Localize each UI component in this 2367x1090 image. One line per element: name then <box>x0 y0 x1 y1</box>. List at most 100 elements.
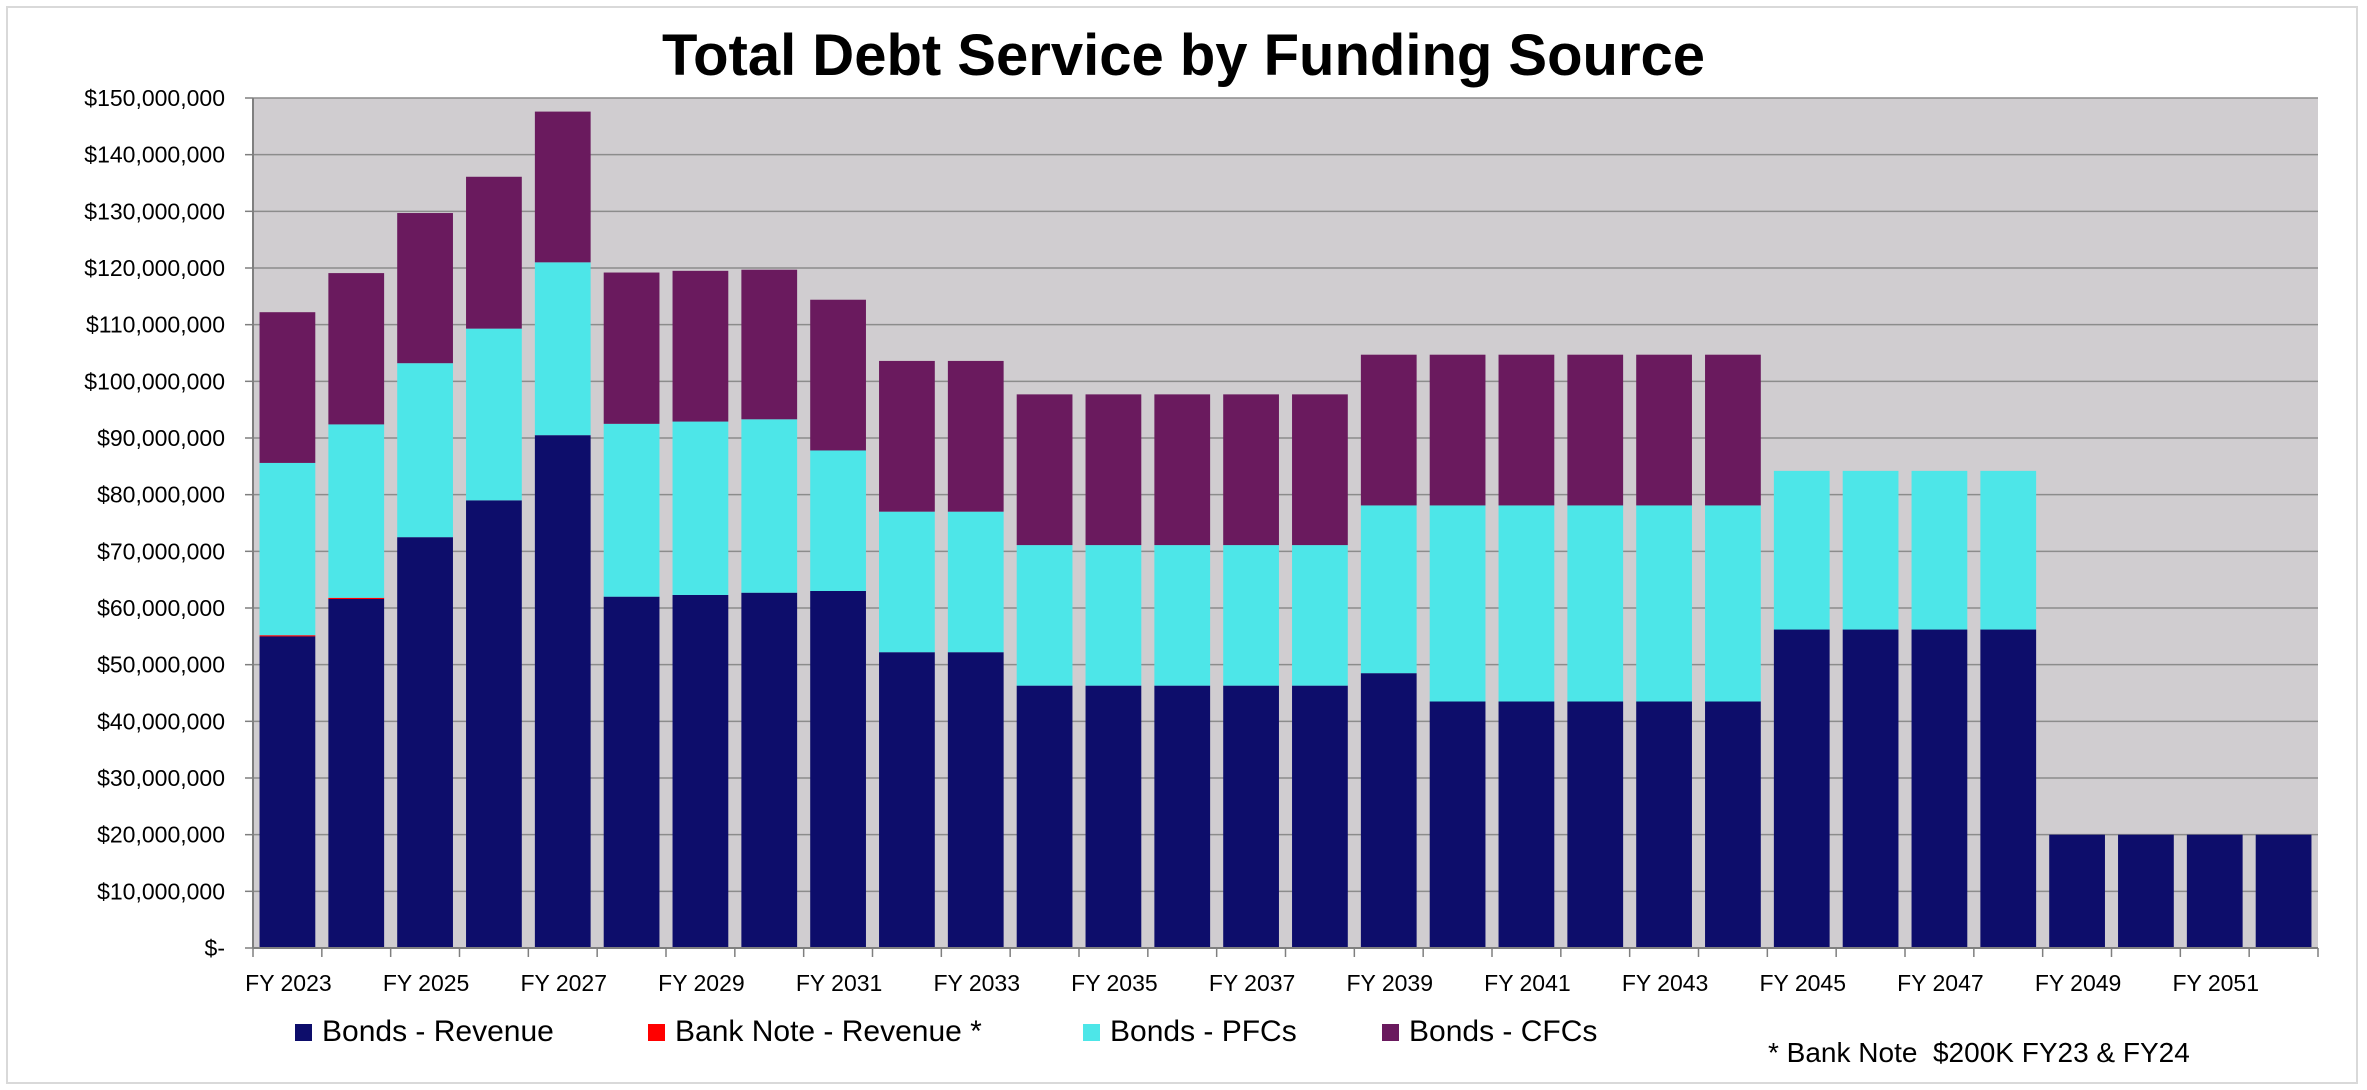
bar-segment-bonds-revenue-fy-2028 <box>603 596 660 948</box>
y-tick-label: $140,000,000 <box>84 142 225 168</box>
bar-segment-bonds-pfcs-fy-2031 <box>810 450 866 591</box>
x-tick-label: FY 2031 <box>796 970 883 996</box>
bar-segment-bonds-revenue-fy-2040 <box>1429 701 1486 948</box>
bar-segment-bonds-pfcs-fy-2043 <box>1636 505 1692 702</box>
bar-segment-bonds-revenue-fy-2024 <box>328 598 385 948</box>
bar-segment-bonds-cfcs-fy-2032 <box>879 360 935 512</box>
bar-segment-bonds-cfcs-fy-2036 <box>1154 394 1211 546</box>
bar-segment-bonds-revenue-fy-2034 <box>1016 685 1073 948</box>
bar-segment-bonds-pfcs-fy-2023 <box>259 462 316 636</box>
bar-segment-bonds-revenue-fy-2046 <box>1842 629 1899 948</box>
bar-segment-bank-note-revenue-fy-2024 <box>328 597 385 599</box>
bar-segment-bonds-revenue-fy-2029 <box>672 594 729 948</box>
gridlines <box>253 97 2318 893</box>
bar-segment-bonds-cfcs-fy-2038 <box>1292 394 1348 546</box>
y-tick-label: $20,000,000 <box>97 822 225 848</box>
chart-title: Total Debt Service by Funding Source <box>661 23 1706 88</box>
bar-segment-bonds-revenue-fy-2052 <box>2255 834 2312 948</box>
bar-segment-bonds-cfcs-fy-2027 <box>534 111 591 263</box>
legend-item-bonds-pfcs: Bonds - PFCs <box>1083 1015 1297 1049</box>
x-tick-label: FY 2051 <box>2172 970 2259 996</box>
y-tick-label: $- <box>205 935 225 961</box>
bar-segment-bonds-pfcs-fy-2028 <box>603 423 660 597</box>
bar-segment-bonds-revenue-fy-2041 <box>1498 701 1555 948</box>
bar-segment-bonds-cfcs-fy-2037 <box>1223 394 1279 546</box>
bar-segment-bonds-cfcs-fy-2026 <box>466 176 522 329</box>
bar-segment-bonds-pfcs-fy-2024 <box>328 424 385 598</box>
y-tick-label: $30,000,000 <box>97 765 225 791</box>
bar-segment-bonds-cfcs-fy-2028 <box>603 272 660 424</box>
y-tick-label: $150,000,000 <box>84 85 225 111</box>
bar-segment-bonds-revenue-fy-2023 <box>259 636 316 948</box>
bar-segment-bonds-pfcs-fy-2042 <box>1567 505 1624 702</box>
axes: $- $10,000,000 $20,000,000 $30,000,000 $40,0… <box>84 85 2319 996</box>
bar-segment-bonds-cfcs-fy-2041 <box>1498 354 1555 506</box>
legend-swatch-bonds-revenue <box>295 1023 312 1041</box>
bar-segment-bonds-cfcs-fy-2023 <box>259 312 316 463</box>
bar-segment-bonds-revenue-fy-2045 <box>1773 629 1830 948</box>
bar-segment-bonds-pfcs-fy-2041 <box>1498 505 1555 702</box>
bar-segment-bonds-revenue-fy-2044 <box>1705 701 1761 948</box>
x-tick-label: FY 2041 <box>1484 970 1571 996</box>
bar-segment-bonds-pfcs-fy-2026 <box>466 328 522 501</box>
bar-segment-bonds-pfcs-fy-2040 <box>1429 505 1486 702</box>
x-tick-label: FY 2039 <box>1346 970 1433 996</box>
plot-area <box>253 98 2318 948</box>
x-tick-label: FY 2047 <box>1897 970 1984 996</box>
bar-segment-bonds-revenue-fy-2033 <box>947 652 1004 948</box>
y-tick-label: $100,000,000 <box>84 368 225 394</box>
x-tick-label: FY 2029 <box>658 970 745 996</box>
bar-segment-bonds-pfcs-fy-2044 <box>1705 505 1761 702</box>
bar-segment-bonds-revenue-fy-2026 <box>466 500 522 948</box>
bar-segment-bonds-pfcs-fy-2033 <box>947 511 1004 653</box>
x-tick-label: FY 2043 <box>1622 970 1709 996</box>
bar-segment-bonds-cfcs-fy-2040 <box>1429 354 1486 506</box>
bar-segment-bonds-cfcs-fy-2042 <box>1567 354 1624 506</box>
bar-segment-bonds-pfcs-fy-2034 <box>1016 545 1073 686</box>
bar-segment-bonds-revenue-fy-2048 <box>1980 629 2037 948</box>
bar-segment-bonds-revenue-fy-2037 <box>1223 685 1279 948</box>
bar-segment-bonds-cfcs-fy-2044 <box>1705 354 1761 506</box>
legend-label: Bonds - CFCs <box>1409 1015 1598 1048</box>
bar-segment-bonds-revenue-fy-2051 <box>2186 834 2243 948</box>
x-tick-label: FY 2033 <box>933 970 1020 996</box>
legend-swatch-bonds-pfcs <box>1083 1023 1100 1041</box>
bar-segment-bonds-revenue-fy-2050 <box>2118 834 2174 948</box>
y-tick-label: $40,000,000 <box>97 708 225 734</box>
bar-segment-bank-note-revenue-fy-2023 <box>259 635 316 637</box>
bar-segment-bonds-pfcs-fy-2030 <box>741 419 798 593</box>
bar-segment-bonds-revenue-fy-2032 <box>879 652 935 948</box>
bar-segment-bonds-cfcs-fy-2024 <box>328 273 385 425</box>
bar-segment-bonds-revenue-fy-2042 <box>1567 701 1624 948</box>
x-tick-label: FY 2023 <box>245 970 332 996</box>
bar-segment-bonds-cfcs-fy-2043 <box>1636 354 1692 506</box>
y-tick-label: $90,000,000 <box>97 425 225 451</box>
y-tick-label: $110,000,000 <box>86 312 225 338</box>
x-tick-label: FY 2035 <box>1071 970 1158 996</box>
bar-segment-bonds-revenue-fy-2038 <box>1292 685 1348 948</box>
y-tick-label: $120,000,000 <box>84 255 225 281</box>
legend-item-bonds-cfcs: Bonds - CFCs <box>1382 1015 1597 1049</box>
x-tick-label: FY 2049 <box>2035 970 2122 996</box>
bar-segment-bonds-pfcs-fy-2029 <box>672 421 729 595</box>
bar-segment-bonds-pfcs-fy-2047 <box>1911 470 1968 630</box>
bar-segment-bonds-revenue-fy-2049 <box>2049 834 2105 948</box>
y-tick-label: $10,000,000 <box>97 878 225 904</box>
x-tick-label: FY 2027 <box>520 970 607 996</box>
bar-segment-bonds-revenue-fy-2025 <box>397 537 453 948</box>
bar-segment-bonds-revenue-fy-2047 <box>1911 629 1968 948</box>
bar-segment-bonds-pfcs-fy-2045 <box>1773 470 1830 630</box>
bar-segment-bonds-cfcs-fy-2029 <box>672 270 729 422</box>
footnote: * Bank Note $200K FY23 & FY24 <box>1768 1037 2190 1068</box>
legend-item-bank-note: Bank Note - Revenue * <box>648 1015 982 1049</box>
bar-segment-bonds-cfcs-fy-2033 <box>947 360 1004 512</box>
bar-segment-bonds-pfcs-fy-2038 <box>1292 545 1348 686</box>
y-tick-label: $130,000,000 <box>84 198 225 224</box>
bar-segment-bonds-pfcs-fy-2032 <box>879 511 935 653</box>
bar-segment-bonds-pfcs-fy-2039 <box>1360 505 1417 674</box>
legend-label: Bonds - PFCs <box>1110 1015 1297 1048</box>
legend-label: Bonds - Revenue <box>322 1015 554 1048</box>
bars <box>259 111 2312 949</box>
bar-segment-bonds-pfcs-fy-2027 <box>534 262 591 436</box>
y-tick-label: $70,000,000 <box>97 538 225 564</box>
